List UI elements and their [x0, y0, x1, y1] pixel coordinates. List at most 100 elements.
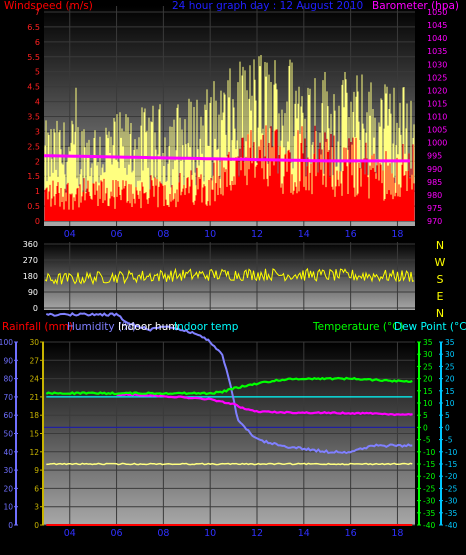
wind-x-tick-06: 06 [111, 229, 123, 240]
barometer-tick-1020: 1020 [427, 86, 447, 95]
dewpoint-tick-0: 0 [445, 423, 450, 432]
temp-axes: 0102030405060708090100036912151821242730… [0, 338, 457, 530]
temperature-tick--35: -35 [423, 509, 435, 518]
windspeed-tick-7: 7 [35, 8, 40, 17]
wind-x-tick-08: 08 [157, 229, 169, 240]
compass-n-0: N [436, 239, 444, 252]
humidity-tick-24: 24 [29, 375, 39, 384]
temp-x-tick-10: 10 [204, 528, 216, 539]
windspeed-tick-1.5: 1.5 [27, 172, 40, 181]
barometer-tick-1050: 1050 [427, 8, 447, 17]
barometer-tick-1035: 1035 [427, 47, 447, 56]
windspeed-tick-4: 4 [35, 98, 40, 107]
windspeed-tick-5.5: 5.5 [27, 53, 40, 62]
barometer-line [43, 154, 410, 163]
humidity-tick-6: 6 [34, 484, 39, 493]
rainfall-tick-30: 30 [3, 466, 13, 475]
direction-tick-0: 0 [33, 304, 38, 313]
humidity-tick-12: 12 [29, 448, 39, 457]
windspeed-tick-2: 2 [35, 157, 40, 166]
compass-w-1: W [435, 256, 446, 269]
dewpoint-tick--10: -10 [445, 448, 457, 457]
windspeed-tick-1: 1 [35, 187, 40, 196]
compass-e-3: E [437, 290, 444, 303]
indoor-hum-line [46, 462, 413, 466]
dewpoint-tick-25: 25 [445, 362, 455, 371]
temperature-tick--25: -25 [423, 484, 435, 493]
windspeed-tick-3.5: 3.5 [27, 113, 40, 122]
windspeed-tick-0: 0 [35, 217, 40, 226]
dew-point-line [116, 393, 413, 417]
windspeed-tick-6: 6 [35, 38, 40, 47]
barometer-tick-1045: 1045 [427, 21, 447, 30]
temperature-tick--10: -10 [423, 448, 435, 457]
windspeed-tick-2.5: 2.5 [27, 142, 40, 151]
rainfall-tick-80: 80 [3, 375, 13, 384]
direction-line [44, 267, 415, 286]
temperature-tick--15: -15 [423, 460, 435, 469]
direction-tick-270: 270 [23, 256, 38, 265]
legend-indoor-hum: Indoor hum [118, 321, 178, 333]
wind-x-tick-16: 16 [345, 229, 357, 240]
temp-x-tick-18: 18 [391, 528, 403, 539]
chart-title: 24 hour graph day : 12 August 2010 [172, 0, 363, 12]
rainfall-tick-70: 70 [3, 393, 13, 402]
wind-x-tick-14: 14 [298, 229, 310, 240]
dewpoint-tick--35: -35 [445, 509, 457, 518]
humidity-tick-3: 3 [34, 503, 39, 512]
barometer-tick-995: 995 [427, 152, 442, 161]
barometer-tick-1040: 1040 [427, 34, 447, 43]
humidity-tick-15: 15 [29, 430, 39, 439]
windspeed-tick-6.5: 6.5 [27, 23, 40, 32]
humidity-tick-27: 27 [29, 356, 39, 365]
barometer-tick-1000: 1000 [427, 139, 447, 148]
temp-series-lines [45, 312, 413, 526]
temp-x-tick-08: 08 [157, 528, 169, 539]
temperature-tick-25: 25 [423, 362, 433, 371]
wind-x-tick-12: 12 [251, 229, 263, 240]
dewpoint-tick--25: -25 [445, 484, 457, 493]
temperature-tick--40: -40 [423, 521, 435, 530]
temperature-humidity-chart: 0102030405060708090100036912151821242730… [0, 312, 466, 539]
humidity-tick-9: 9 [34, 466, 39, 475]
temp-x-tick-06: 06 [111, 528, 123, 539]
temperature-tick-35: 35 [423, 338, 433, 347]
windspeed-tick-4.5: 4.5 [27, 83, 40, 92]
dewpoint-tick-10: 10 [445, 399, 455, 408]
compass-n-4: N [436, 307, 444, 320]
legend-humidity: Humidity (%) [67, 321, 136, 333]
windspeed-tick-labels: 0 0.5 1 1.5 2 2.5 3 3.5 4 4.5 5 5.5 6 6.5 7 [27, 8, 40, 226]
temp-x-tick-12: 12 [251, 528, 263, 539]
temperature-tick-10: 10 [423, 399, 433, 408]
dewpoint-tick--20: -20 [445, 472, 457, 481]
barometer-tick-1010: 1010 [427, 113, 447, 122]
legend-indoor-temp: Indoor temp [174, 321, 239, 333]
dewpoint-tick-30: 30 [445, 350, 455, 359]
humidity-line [45, 312, 413, 455]
temp-legend: Rainfall (mm) Humidity (%) Indoor hum In… [2, 321, 466, 333]
temperature-tick-0: 0 [423, 423, 428, 432]
temperature-tick-15: 15 [423, 387, 433, 396]
rainfall-tick-10: 10 [3, 503, 13, 512]
barometer-tick-1030: 1030 [427, 60, 447, 69]
windspeed-tick-3: 3 [35, 127, 40, 136]
temp-x-tick-labels: 04 06 08 10 12 14 16 18 [64, 528, 404, 539]
barometer-tick-980: 980 [427, 191, 442, 200]
barometer-tick-985: 985 [427, 178, 442, 187]
barometer-tick-975: 975 [427, 204, 442, 213]
windspeed-tick-5: 5 [35, 68, 40, 77]
humidity-tick-0: 0 [34, 521, 39, 530]
rainfall-tick-60: 60 [3, 411, 13, 420]
dewpoint-tick--5: -5 [445, 436, 453, 445]
wind-barometer-chart: 00.511.522.533.544.555.566.57 9709759809… [4, 0, 459, 240]
direction-tick-180: 180 [23, 272, 38, 281]
rainfall-tick-0: 0 [8, 521, 13, 530]
windspeed-tick-0.5: 0.5 [27, 202, 40, 211]
barometer-tick-labels: 970 975 980 985 990 995 1000 1005 1010 1015 1020 10… [427, 8, 447, 226]
humidity-tick-30: 30 [29, 338, 39, 347]
barometer-axis-label: Barometer (hpa) [372, 0, 459, 12]
temp-x-tick-04: 04 [64, 528, 76, 539]
